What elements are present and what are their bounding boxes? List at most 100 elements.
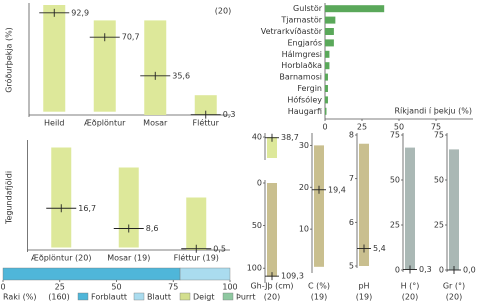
legend-swatch	[179, 292, 191, 301]
y-tick-label: 20	[299, 183, 309, 192]
y-tick-label: 5	[349, 262, 354, 271]
category-label: Fléttur	[193, 118, 220, 128]
value-label: 109,3	[281, 272, 304, 281]
range-bar	[194, 95, 217, 115]
y-tick-label: 7	[349, 174, 354, 183]
legend-swatch	[77, 292, 89, 301]
range-bar	[314, 145, 324, 267]
legend-label: Forblautt	[91, 293, 127, 302]
y-tick-label: 50	[252, 221, 262, 230]
value-label: 8,6	[146, 224, 159, 233]
y-tick-label: 0	[257, 179, 262, 188]
sample-size: (160)	[48, 293, 70, 302]
sample-size: (19)	[311, 293, 327, 302]
y-axis-label: Gróðurþekja (%)	[4, 27, 14, 93]
x-tick-label: 100	[222, 283, 237, 292]
x-tick-label: 25	[357, 123, 367, 132]
bar	[325, 62, 330, 70]
stack-segment	[2, 267, 181, 281]
range-bar	[51, 147, 72, 248]
value-label: 0,5	[213, 244, 226, 253]
legend-label: Blautt	[147, 293, 171, 302]
category-label: Gh-Jþ (cm)	[250, 282, 293, 291]
value-label: 0,3	[419, 265, 432, 274]
y-tick-label: 40	[252, 133, 262, 142]
legend-swatch	[222, 292, 234, 301]
category-label: Barnamosi	[279, 73, 322, 82]
y-tick-label: 100	[247, 264, 262, 273]
value-label: 16,7	[78, 204, 96, 213]
y-tick-label: 0	[395, 266, 400, 275]
value-label: 35,6	[172, 71, 190, 80]
y-tick-label: 8	[349, 131, 354, 140]
category-label: H (°)	[401, 282, 420, 291]
x-tick-label: 0	[0, 283, 5, 292]
x-tick-label: 25	[55, 283, 65, 292]
category-label: Engjarós	[287, 37, 322, 47]
sample-size: (19)	[356, 293, 372, 302]
value-label: 19,4	[328, 185, 346, 194]
range-bar	[267, 137, 277, 158]
bar	[325, 107, 327, 115]
x-tick-label: 50	[394, 123, 404, 132]
stack-segment	[179, 267, 231, 281]
x-tick-label: 75	[168, 283, 178, 292]
y-tick-label: 50	[434, 176, 444, 185]
category-label: Heild	[44, 119, 64, 128]
bar	[325, 16, 336, 24]
range-bar	[359, 143, 369, 266]
category-label: Æðplöntur	[84, 119, 126, 128]
value-label: 0,3	[223, 110, 236, 119]
category-label: Horblaðka	[281, 61, 322, 70]
y-tick-label: 10	[299, 225, 309, 234]
value-label: 38,7	[281, 133, 299, 142]
bar	[325, 39, 334, 47]
y-tick-label: 6	[349, 218, 354, 227]
y-tick-label: 75	[390, 131, 400, 140]
x-tick-label: 0	[322, 123, 327, 132]
sample-size: (20)	[402, 293, 418, 302]
x-tick-label: 50	[111, 283, 121, 292]
bar	[325, 73, 328, 81]
bar	[325, 5, 385, 13]
value-label: 0,0	[463, 266, 476, 275]
bar	[325, 96, 328, 104]
range-bar	[43, 5, 66, 112]
value-label: 70,7	[122, 33, 140, 42]
x-axis-label: Ríkjandi í þekju (%)	[394, 107, 472, 116]
range-bar	[144, 20, 167, 115]
sample-size: (20)	[446, 293, 462, 302]
category-label: Gulstör	[293, 4, 323, 13]
legend-swatch	[133, 292, 145, 301]
legend-label: Deigt	[193, 293, 215, 302]
category-label: pH	[358, 282, 369, 291]
sample-size: (20)	[264, 293, 280, 302]
y-axis-label: Tegundafjöldi	[5, 171, 14, 225]
category-label: Haugarfi	[288, 107, 322, 116]
legend-label: Þurrt	[236, 293, 255, 302]
category-label: Gr (°)	[443, 282, 465, 291]
range-bar	[267, 183, 277, 277]
bar	[325, 50, 330, 58]
value-label: 5,4	[373, 244, 386, 253]
category-label: Mosar (19)	[107, 254, 150, 263]
y-tick-label: 25	[434, 221, 444, 230]
range-bar	[405, 147, 415, 270]
bar	[325, 85, 328, 92]
y-tick-label: 50	[390, 176, 400, 185]
category-label: Vetrarkvíðastör	[261, 27, 323, 36]
x-tick-label: 75	[431, 123, 441, 132]
y-tick-label: 25	[390, 221, 400, 230]
category-label: Hófsóley	[287, 94, 322, 104]
y-tick-label: 75	[434, 131, 444, 140]
range-bar	[93, 20, 116, 112]
y-tick-label: 0	[439, 266, 444, 275]
category-label: Æðplöntur (20)	[31, 254, 91, 263]
x-axis-label: Raki (%)	[3, 293, 37, 302]
range-bar	[118, 167, 139, 248]
category-label: C (%)	[308, 282, 330, 291]
sample-size: (20)	[215, 7, 231, 16]
category-label: Fergin	[297, 84, 322, 93]
y-tick-label: 30	[299, 141, 309, 150]
